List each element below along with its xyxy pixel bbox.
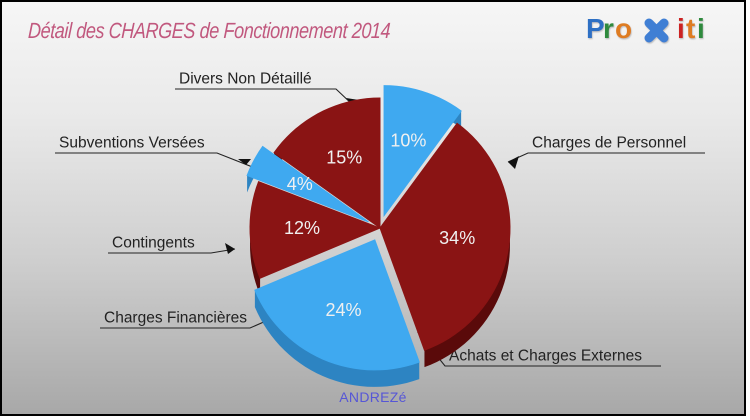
svg-text:Charges de Personnel: Charges de Personnel bbox=[532, 135, 686, 152]
svg-text:Achats et Charges Externes: Achats et Charges Externes bbox=[449, 348, 642, 365]
svg-text:12%: 12% bbox=[284, 218, 320, 238]
svg-text:34%: 34% bbox=[439, 228, 475, 248]
svg-text:15%: 15% bbox=[326, 147, 362, 167]
svg-text:4%: 4% bbox=[287, 174, 313, 194]
svg-text:10%: 10% bbox=[390, 130, 426, 150]
svg-text:24%: 24% bbox=[325, 300, 361, 320]
svg-text:Contingents: Contingents bbox=[112, 235, 195, 252]
svg-text:Divers Non Détaillé: Divers Non Détaillé bbox=[179, 71, 312, 88]
svg-text:Charges Financières: Charges Financières bbox=[104, 310, 247, 327]
svg-text:Subventions Versées: Subventions Versées bbox=[59, 135, 205, 152]
